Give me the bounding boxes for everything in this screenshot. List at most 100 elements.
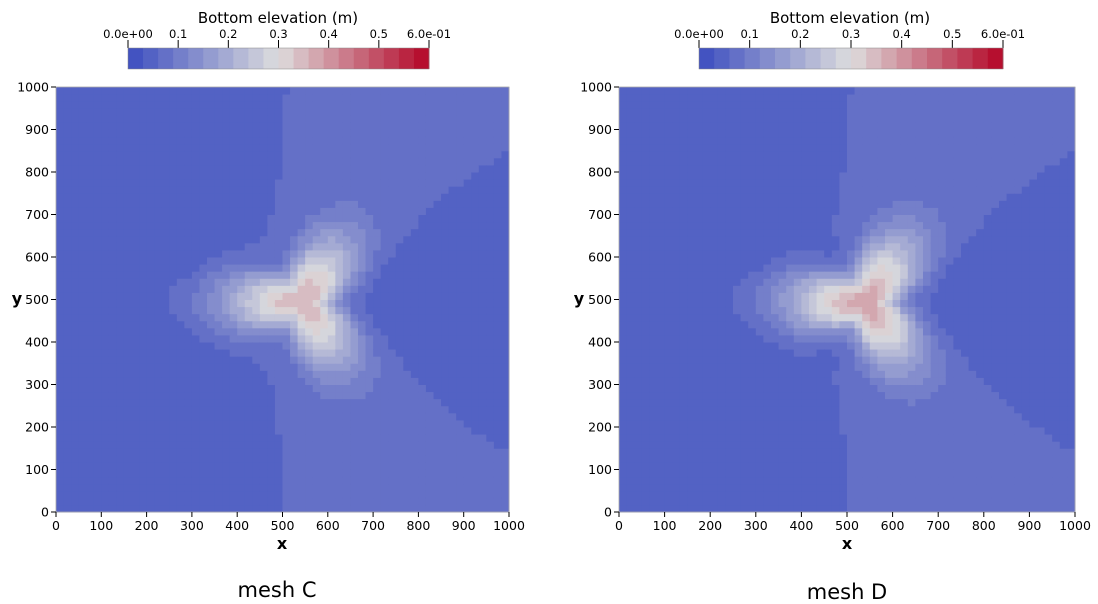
heatmap-cell	[395, 497, 404, 506]
heatmap-cell	[679, 377, 688, 385]
heatmap-cell	[154, 101, 163, 109]
heatmap-cell	[350, 235, 359, 244]
heatmap-cell	[418, 157, 427, 166]
heatmap-cell	[634, 179, 643, 187]
heatmap-cell	[274, 476, 283, 485]
heatmap-cell	[358, 193, 367, 201]
heatmap-cell	[687, 214, 696, 223]
heatmap-cell	[425, 257, 434, 265]
heatmap-cell	[259, 448, 268, 456]
heatmap-cell	[78, 143, 87, 152]
heatmap-cell	[312, 129, 321, 138]
heatmap-cell	[717, 334, 726, 343]
heatmap-cell	[267, 285, 276, 293]
heatmap-cell	[191, 129, 200, 138]
heatmap-cell	[214, 370, 223, 378]
heatmap-cell	[305, 434, 314, 442]
heatmap-cell	[214, 136, 223, 145]
heatmap-cell	[388, 136, 397, 145]
heatmap-cell	[222, 179, 231, 187]
heatmap-cell	[154, 164, 163, 173]
heatmap-cell	[101, 320, 110, 329]
heatmap-cell	[687, 157, 696, 166]
heatmap-cell	[441, 214, 450, 223]
heatmap-cell	[373, 469, 382, 478]
heatmap-cell	[123, 299, 132, 308]
heatmap-cell	[478, 349, 487, 357]
heatmap-cell	[282, 370, 291, 378]
heatmap-cell	[63, 370, 72, 378]
heatmap-cell	[222, 391, 231, 400]
heatmap-cell	[305, 320, 314, 329]
heatmap-cell	[305, 214, 314, 223]
heatmap-cell	[717, 448, 726, 456]
heatmap-cell	[763, 327, 772, 336]
heatmap-cell	[748, 398, 757, 407]
heatmap-cell	[740, 200, 749, 208]
heatmap-cell	[176, 285, 185, 293]
heatmap-cell	[380, 419, 389, 428]
heatmap-cell	[463, 419, 472, 428]
heatmap-cell	[214, 391, 223, 400]
heatmap-cell	[448, 434, 457, 442]
heatmap-cell	[267, 292, 276, 300]
heatmap-cell	[501, 405, 510, 414]
heatmap-cell	[93, 115, 102, 123]
heatmap-cell	[717, 94, 726, 102]
heatmap-cell	[471, 164, 480, 173]
heatmap-cell	[312, 285, 321, 293]
heatmap-cell	[501, 292, 510, 300]
heatmap-cell	[146, 136, 155, 145]
heatmap-cell	[161, 278, 170, 286]
heatmap-cell	[139, 384, 148, 393]
heatmap-cell	[101, 434, 110, 442]
colorbar-band	[218, 48, 234, 69]
heatmap-cell	[71, 249, 80, 258]
heatmap-cell	[101, 285, 110, 293]
heatmap-cell	[448, 129, 457, 138]
heatmap-cell	[282, 391, 291, 400]
heatmap-cell	[161, 306, 170, 315]
heatmap-cell	[771, 207, 780, 215]
heatmap-cell	[471, 419, 480, 428]
heatmap-cell	[78, 434, 87, 442]
heatmap-cell	[71, 448, 80, 456]
heatmap-cell	[687, 349, 696, 357]
heatmap-cell	[358, 200, 367, 208]
heatmap-cell	[199, 143, 208, 152]
heatmap-cell	[358, 398, 367, 407]
heatmap-cell	[619, 278, 628, 286]
heatmap-cell	[748, 419, 757, 428]
heatmap-cell	[267, 320, 276, 329]
heatmap-cell	[259, 242, 268, 251]
heatmap-cell	[259, 172, 268, 180]
heatmap-cell	[274, 136, 283, 145]
heatmap-cell	[237, 455, 246, 463]
colorbar-tick-label: 0.3	[842, 27, 860, 41]
heatmap-cell	[191, 363, 200, 371]
heatmap-cell	[78, 370, 87, 378]
heatmap-cell	[763, 150, 772, 159]
heatmap-cell	[139, 483, 148, 492]
heatmap-cell	[740, 122, 749, 130]
heatmap-cell	[634, 221, 643, 230]
heatmap-cell	[687, 504, 696, 513]
heatmap-cell	[365, 469, 374, 478]
heatmap-cell	[320, 143, 329, 152]
heatmap-cell	[161, 193, 170, 201]
heatmap-cell	[267, 200, 276, 208]
heatmap-cell	[740, 94, 749, 102]
heatmap-cell	[86, 398, 95, 407]
heatmap-cell	[312, 448, 321, 456]
heatmap-cell	[154, 207, 163, 215]
heatmap-cell	[493, 292, 502, 300]
heatmap-cell	[312, 363, 321, 371]
heatmap-cell	[176, 122, 185, 130]
heatmap-cell	[771, 257, 780, 265]
heatmap-cell	[493, 497, 502, 506]
heatmap-cell	[463, 249, 472, 258]
heatmap-cell	[305, 306, 314, 315]
heatmap-cell	[755, 462, 764, 470]
heatmap-cell	[702, 419, 711, 428]
heatmap-cell	[56, 292, 65, 300]
